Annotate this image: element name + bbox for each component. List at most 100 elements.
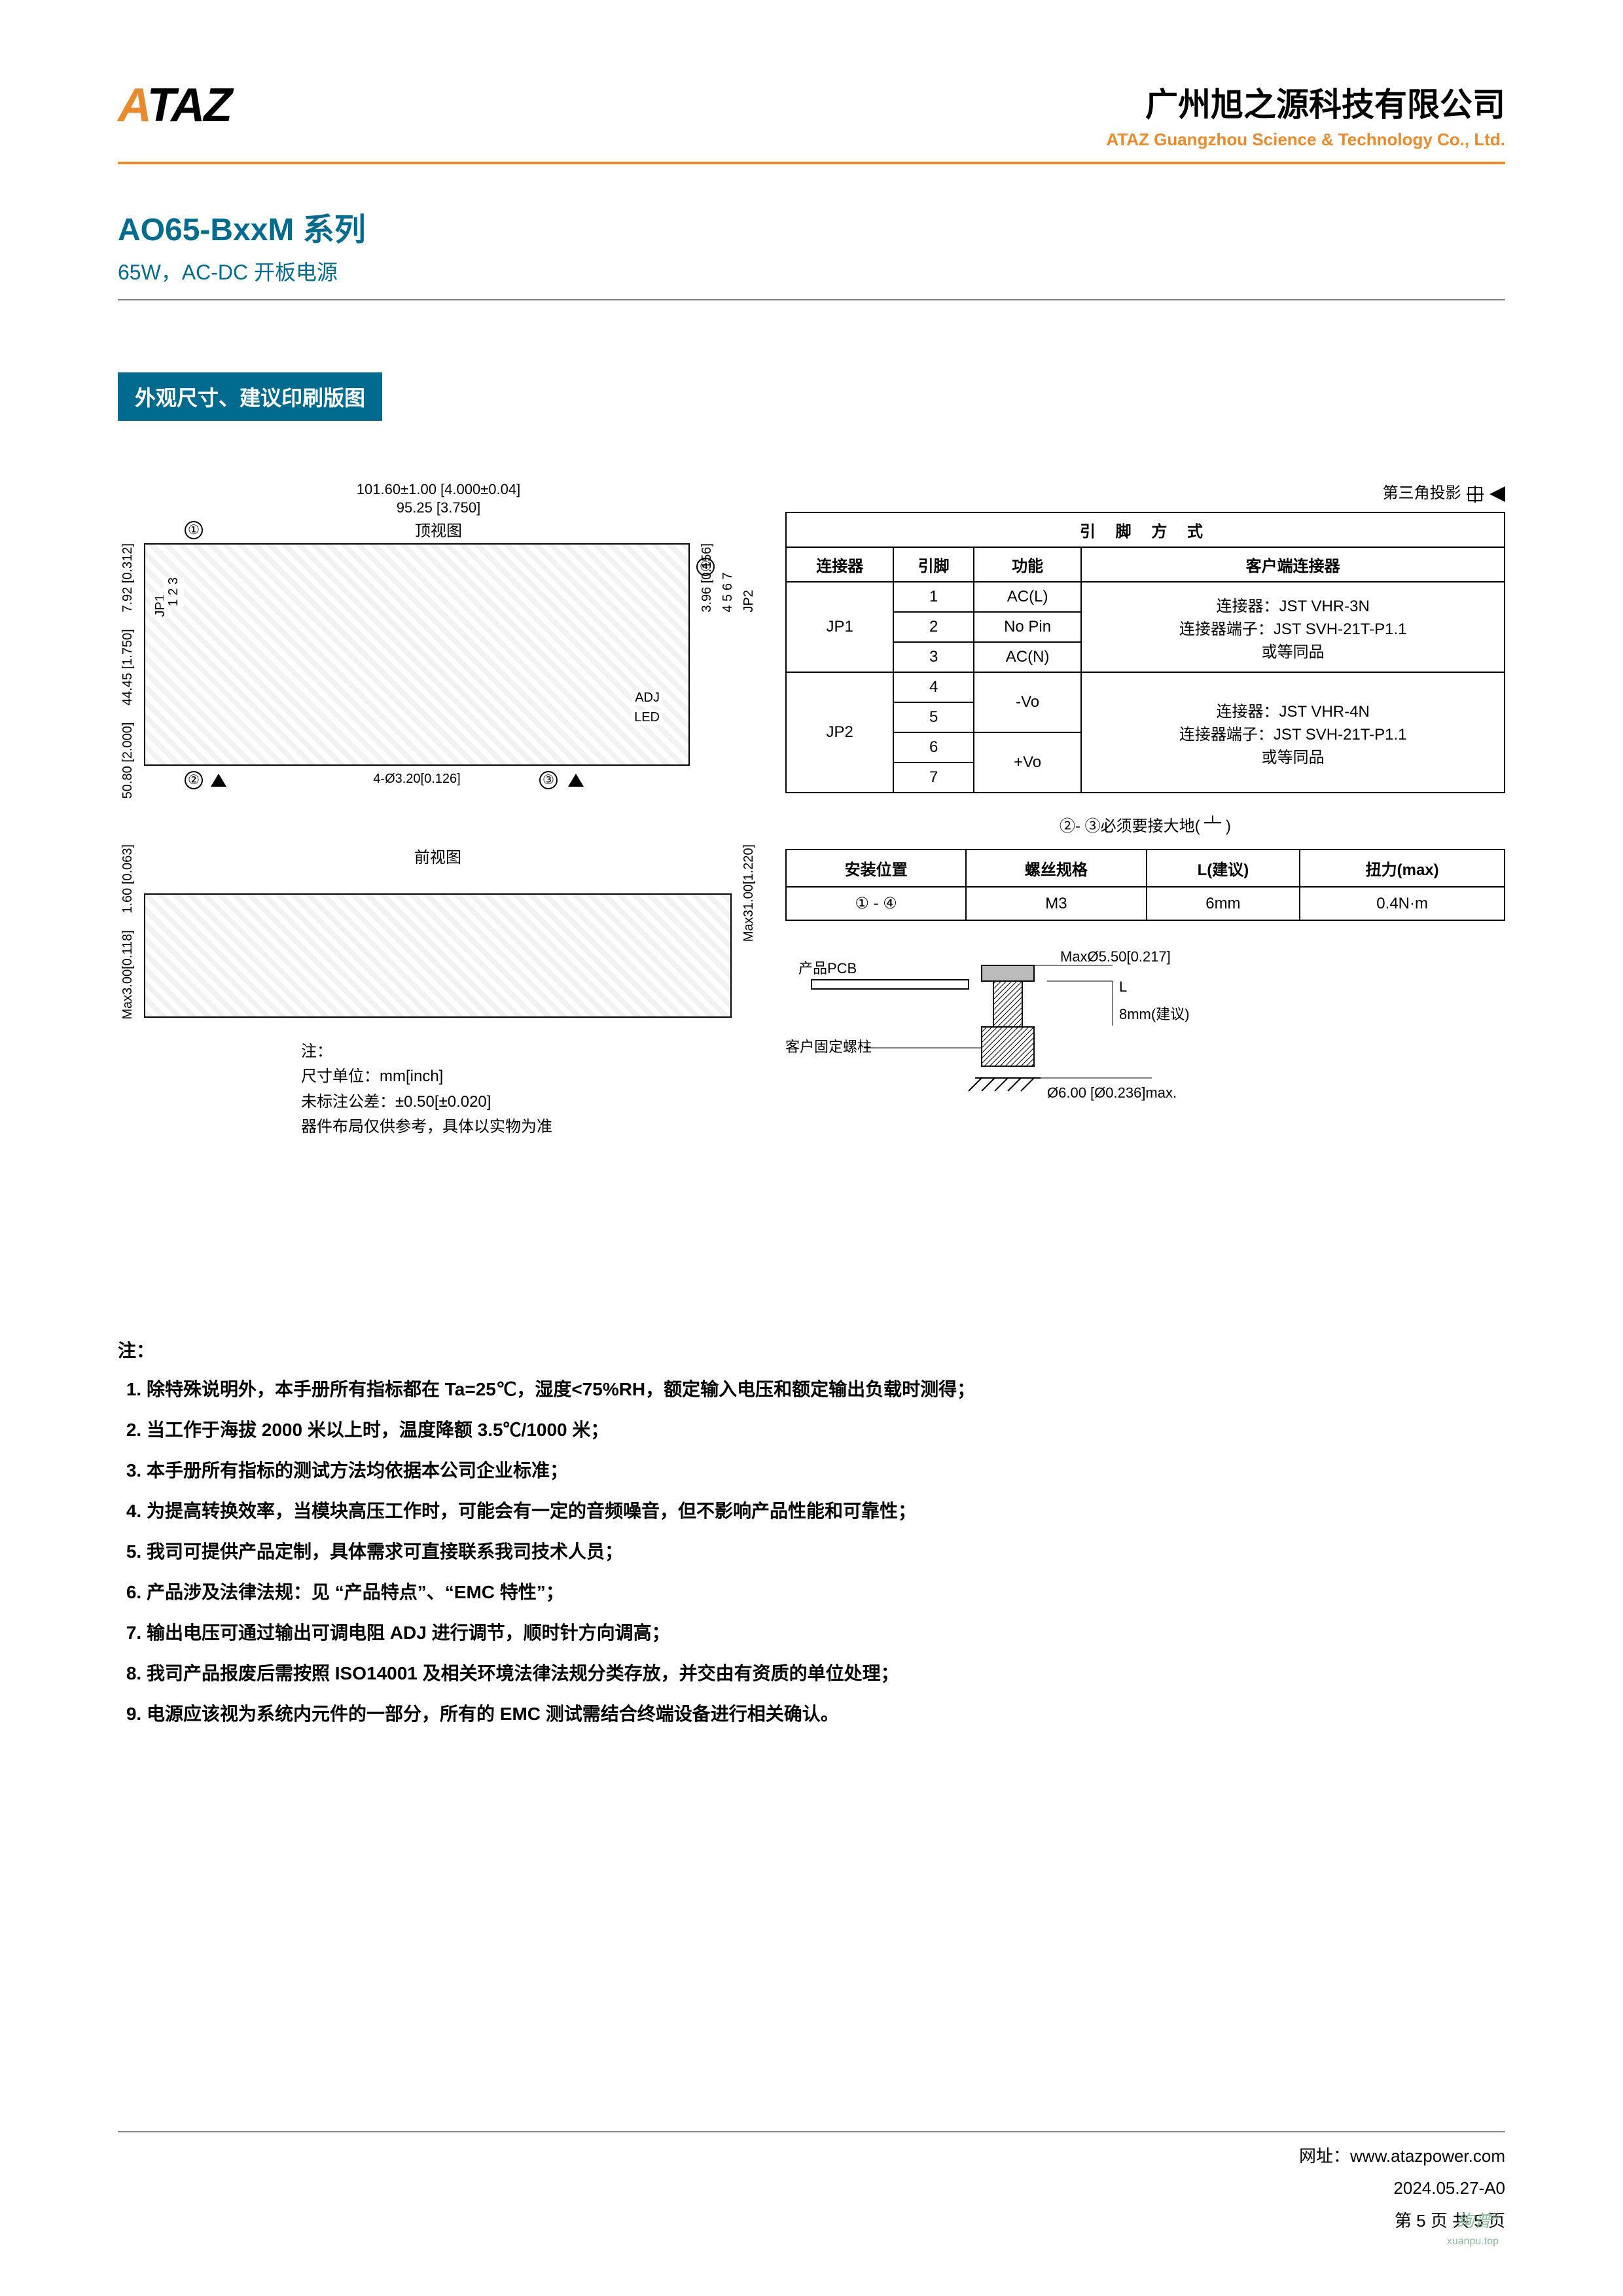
company-name-en: ATAZ Guangzhou Science & Technology Co.,… (1106, 130, 1505, 150)
jp1-func-3: AC(N) (974, 642, 1082, 672)
ground-note: ②- ③必须要接大地( ) (785, 813, 1505, 836)
corner-marker-2: ② (185, 771, 203, 789)
notes-line-2: 未标注公差：±0.50[±0.020] (301, 1090, 759, 1115)
screw-maxd: MaxØ5.50[0.217] (1060, 948, 1171, 965)
notes-line-3: 器件布局仅供参考，具体以实物为准 (301, 1115, 759, 1139)
note-3: 本手册所有指标的测试方法均依据本公司企业标准； (147, 1457, 1505, 1484)
jp2-pin-7: 7 (893, 762, 973, 793)
jp2-func-45: -Vo (974, 672, 1082, 732)
jp2-label: JP2 (741, 590, 756, 612)
mount-cell-2: 6mm (1147, 887, 1300, 920)
jp2-pins: 4 5 6 7 (721, 572, 735, 612)
pin-table-title: 引 脚 方 式 (786, 512, 1505, 547)
jp2-pin-4: 4 (893, 672, 973, 702)
notes-title: 注： (301, 1039, 759, 1064)
dim-v-outer: 50.80 [2.000] (120, 723, 135, 799)
dim-front-la: Max3.00[0.118] (120, 931, 135, 1020)
dim-v-inner: 7.92 [0.312] (120, 543, 135, 613)
led-label: LED (632, 710, 662, 725)
screw-l: L (1119, 978, 1127, 995)
jp2-func-67: +Vo (974, 732, 1082, 793)
corner-marker-1: ① (185, 521, 203, 539)
mount-head-3: 扭力(max) (1300, 850, 1505, 887)
drawing-notes: 注： 尺寸单位：mm[inch] 未标注公差：±0.50[±0.020] 器件布… (301, 1039, 759, 1140)
mount-cell-1: M3 (966, 887, 1146, 920)
note-5: 我司可提供产品定制，具体需求可直接联系我司技术人员； (147, 1538, 1505, 1566)
horizontal-dimensions: 101.60±1.00 [4.000±0.04] 95.25 [3.750] 顶… (118, 481, 759, 541)
pin-head-func: 功能 (974, 547, 1082, 582)
top-view-caption: 顶视图 (118, 518, 759, 541)
screw-pcb-label: 产品PCB (798, 960, 857, 977)
footer-rule (118, 2131, 1505, 2132)
logo: ATAZ (118, 79, 231, 132)
jp1-pin-1: 1 (893, 582, 973, 612)
logo-rest: TAZ (147, 79, 232, 132)
content-row: 101.60±1.00 [4.000±0.04] 95.25 [3.750] 顶… (118, 480, 1505, 1140)
ground-icon (1204, 821, 1221, 834)
watermark-sub: xuanpu.top (1447, 2232, 1499, 2251)
note-9: 电源应该视为系统内元件的一部分，所有的 EMC 测试需结合终端设备进行相关确认。 (147, 1700, 1505, 1728)
mount-head-1: 螺丝规格 (966, 850, 1146, 887)
series-subtitle: 65W，AC-DC 开板电源 (118, 256, 1505, 286)
mount-cell-3: 0.4N·m (1300, 887, 1505, 920)
note-7: 输出电压可通过输出可调电阻 ADJ 进行调节，顺时针方向调高； (147, 1619, 1505, 1647)
company-name-cn: 广州旭之源科技有限公司 (1106, 79, 1505, 126)
note-8: 我司产品报废后需按照 ISO14001 及相关环境法律法规分类存放，并交由有资质… (147, 1660, 1505, 1687)
corner-marker-3: ③ (539, 771, 558, 789)
dim-front-lb: 1.60 [0.063] (120, 844, 135, 914)
projection-text: 第三角投影 (1383, 484, 1461, 502)
notes-line-1: 尺寸单位：mm[inch] (301, 1064, 759, 1089)
bottom-notes-title: 注： (118, 1336, 1505, 1363)
jp1-func-2: No Pin (974, 612, 1082, 642)
jp1-pins: 1 2 3 (164, 577, 184, 606)
dim-v-mid: 44.45 [1.750] (120, 629, 135, 706)
footer-date: 2024.05.27-A0 (118, 2172, 1505, 2204)
projection-circle-icon (1468, 487, 1482, 501)
note-6: 产品涉及法律法规：见 “产品特点”、“EMC 特性”； (147, 1579, 1505, 1606)
note-4: 为提高转换效率，当模块高压工作时，可能会有一定的音频噪音，但不影响产品性能和可靠… (147, 1498, 1505, 1525)
jp1-pin-3: 3 (893, 642, 973, 672)
jp1-pin-2: 2 (893, 612, 973, 642)
screw-h: 8mm(建议) (1119, 1006, 1190, 1022)
series-block: AO65-BxxM 系列 65W，AC-DC 开板电源 (118, 204, 1505, 286)
mount-table: 安装位置 螺丝规格 L(建议) 扭力(max) ① - ④ M3 6mm 0.4… (785, 849, 1505, 921)
front-view-drawing (144, 893, 732, 1018)
screw-diagram: 产品PCB MaxØ5.50[0.217] L 8mm(建议) 客户固定螺柱 (785, 941, 1204, 1124)
footer-url: 网址：www.atazpower.com (118, 2140, 1505, 2172)
note-1: 除特殊说明外，本手册所有指标都在 Ta=25℃，湿度<75%RH，额定输入电压和… (147, 1376, 1505, 1403)
projection-label: 第三角投影 (785, 480, 1505, 503)
jp1-func-1: AC(L) (974, 582, 1082, 612)
screw-hole: Ø6.00 [Ø0.236]max. (1047, 1085, 1177, 1101)
hole-dim: 4-Ø3.20[0.126] (370, 772, 463, 787)
section-label: 外观尺寸、建议印刷版图 (118, 372, 382, 421)
screw-post: 客户固定螺柱 (785, 1039, 872, 1055)
front-view-caption: 前视图 (144, 844, 732, 867)
mount-head-0: 安装位置 (786, 850, 966, 887)
jp2-client: 连接器：JST VHR-4N 连接器端子：JST SVH-21T-P1.1 或等… (1081, 672, 1505, 793)
top-view-wrap: 50.80 [2.000] 44.45 [1.750] 7.92 [0.312]… (118, 543, 759, 798)
footer-url-value: www.atazpower.com (1350, 2146, 1505, 2166)
bottom-notes: 注： 除特殊说明外，本手册所有指标都在 Ta=25℃，湿度<75%RH，额定输入… (118, 1336, 1505, 1728)
ground-note-b: ) (1226, 817, 1231, 835)
ground-note-a: ②- ③必须要接大地( (1060, 817, 1200, 835)
jp1-client: 连接器：JST VHR-3N 连接器端子：JST SVH-21T-P1.1 或等… (1081, 582, 1505, 672)
bottom-notes-list: 除特殊说明外，本手册所有指标都在 Ta=25℃，湿度<75%RH，额定输入电压和… (118, 1376, 1505, 1728)
ground-symbol-2 (211, 774, 226, 787)
page-footer: 网址：www.atazpower.com 2024.05.27-A0 第 5 页… (118, 2131, 1505, 2237)
jp2-name: JP2 (786, 672, 893, 793)
mount-head-2: L(建议) (1147, 850, 1300, 887)
mount-cell-0: ① - ④ (786, 887, 966, 920)
pin-head-connector: 连接器 (786, 547, 893, 582)
page-header: ATAZ 广州旭之源科技有限公司 ATAZ Guangzhou Science … (118, 79, 1505, 164)
series-title: AO65-BxxM 系列 (118, 204, 1505, 249)
divider (118, 299, 1505, 300)
company-block: 广州旭之源科技有限公司 ATAZ Guangzhou Science & Tec… (1106, 79, 1505, 150)
top-view-drawing: ① ④ ② ③ JP1 1 2 3 ADJ LED 4-Ø3.20[0.126] (144, 543, 690, 766)
jp2-pin-5: 5 (893, 702, 973, 732)
tables-column: 第三角投影 引 脚 方 式 连接器 引脚 功能 客户端连接器 JP1 1 AC(… (785, 480, 1505, 1127)
footer-url-label: 网址： (1299, 2146, 1350, 2166)
dim-r-outer: 3.96 [0.156] (700, 543, 714, 613)
pin-head-client: 客户端连接器 (1081, 547, 1505, 582)
projection-cone-icon (1489, 486, 1505, 502)
dim-outer-width: 101.60±1.00 [4.000±0.04] (118, 481, 759, 498)
